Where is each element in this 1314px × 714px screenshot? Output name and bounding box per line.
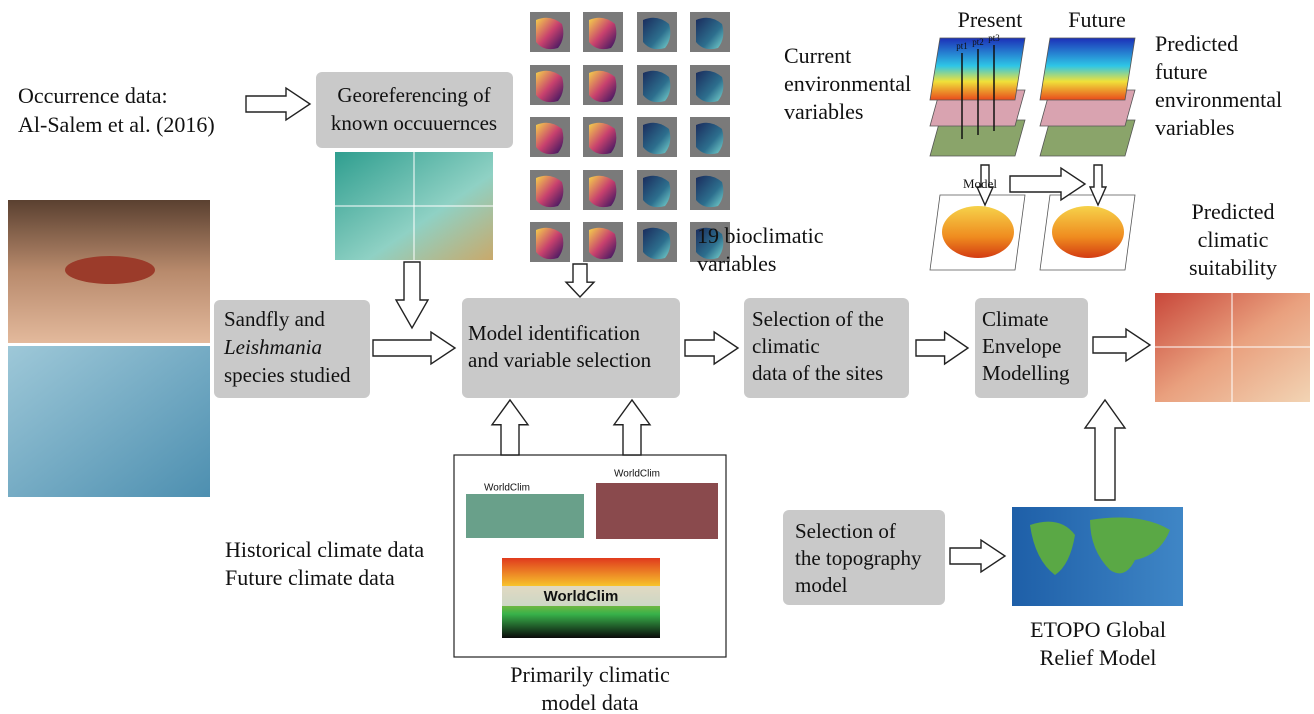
worldclim-logo: WorldClim [484, 483, 530, 494]
tile [536, 176, 563, 207]
arrow [1093, 329, 1150, 361]
climate-data: Historical climate data [225, 537, 424, 562]
arrow [916, 332, 968, 364]
model-identification: and variable selection [468, 348, 652, 372]
predicted-suitability: Predicted [1191, 199, 1274, 224]
photo [65, 256, 155, 284]
tile [589, 176, 616, 207]
point-label: pt1 [956, 41, 968, 51]
current-env: variables [784, 99, 863, 124]
tile [589, 123, 616, 154]
model-label: Model [963, 176, 997, 191]
arrow [1085, 400, 1125, 500]
arrow [685, 332, 738, 364]
tile [643, 228, 670, 259]
model-identification: Model identification [468, 321, 641, 345]
site-selection: Selection of the [752, 307, 884, 331]
arrow [246, 88, 310, 120]
climate-envelope: Envelope [982, 334, 1061, 358]
climate-envelope: Modelling [982, 361, 1070, 385]
occurrence: Occurrence data: [18, 83, 168, 108]
tile [536, 123, 563, 154]
tile [589, 228, 616, 259]
point-label: pt2 [972, 37, 984, 47]
climate-envelope: Climate [982, 307, 1049, 331]
future-env: future [1155, 59, 1208, 84]
tile [589, 71, 616, 102]
future-env: environmental [1155, 87, 1282, 112]
etopo: ETOPO Global [1030, 617, 1166, 642]
arrow [373, 332, 455, 364]
topography: the topography [795, 546, 922, 570]
point-label: pt3 [988, 33, 1000, 43]
tile [643, 123, 670, 154]
map [942, 206, 1014, 258]
sandfly: species studied [224, 363, 351, 387]
tile [536, 18, 563, 49]
photo [8, 346, 210, 497]
etopo: Relief Model [1040, 645, 1157, 670]
primary-data: Primarily climatic [510, 662, 670, 687]
sandfly: Leishmania [223, 335, 322, 359]
predicted-suitability: climatic [1198, 227, 1269, 252]
future-env: Predicted [1155, 31, 1238, 56]
worldclim-logo: WorldClim [544, 588, 619, 605]
present-label: Present [958, 7, 1023, 32]
georeferencing: Georeferencing of [337, 83, 490, 107]
future-label: Future [1068, 7, 1125, 32]
bioclimatic: 19 bioclimatic [697, 223, 824, 248]
current-env: Current [784, 43, 851, 68]
tile [696, 18, 723, 49]
arrow [492, 400, 528, 455]
climate-data: Future climate data [225, 565, 395, 590]
map-layer [1040, 38, 1135, 100]
image [466, 494, 584, 538]
tile [696, 123, 723, 154]
worldclim-logo: WorldClim [614, 469, 660, 480]
tile [643, 176, 670, 207]
primary-data: model data [541, 690, 638, 714]
tile [643, 18, 670, 49]
topography: Selection of [795, 519, 896, 543]
site-selection: climatic [752, 334, 820, 358]
tile [589, 18, 616, 49]
georeferencing: known occuuernces [331, 111, 497, 135]
arrow [950, 540, 1005, 572]
tile [643, 71, 670, 102]
site-selection: data of the sites [752, 361, 883, 385]
predicted-suitability: suitability [1189, 255, 1277, 280]
layout [8, 72, 1310, 657]
topography: model [795, 573, 848, 597]
current-env: environmental [784, 71, 911, 96]
tile [696, 176, 723, 207]
map [1052, 206, 1124, 258]
arrow [566, 264, 594, 297]
tile [536, 228, 563, 259]
tile [696, 71, 723, 102]
sandfly: Sandfly and [224, 307, 325, 331]
image [596, 483, 718, 539]
tile [536, 71, 563, 102]
bioclimatic: variables [697, 251, 776, 276]
arrow [614, 400, 650, 455]
future-env: variables [1155, 115, 1234, 140]
diagram: Occurrence data: Al-Salem et al. (2016) Ge… [0, 0, 1314, 714]
arrow [396, 262, 428, 328]
occurrence: Al-Salem et al. (2016) [18, 112, 215, 137]
